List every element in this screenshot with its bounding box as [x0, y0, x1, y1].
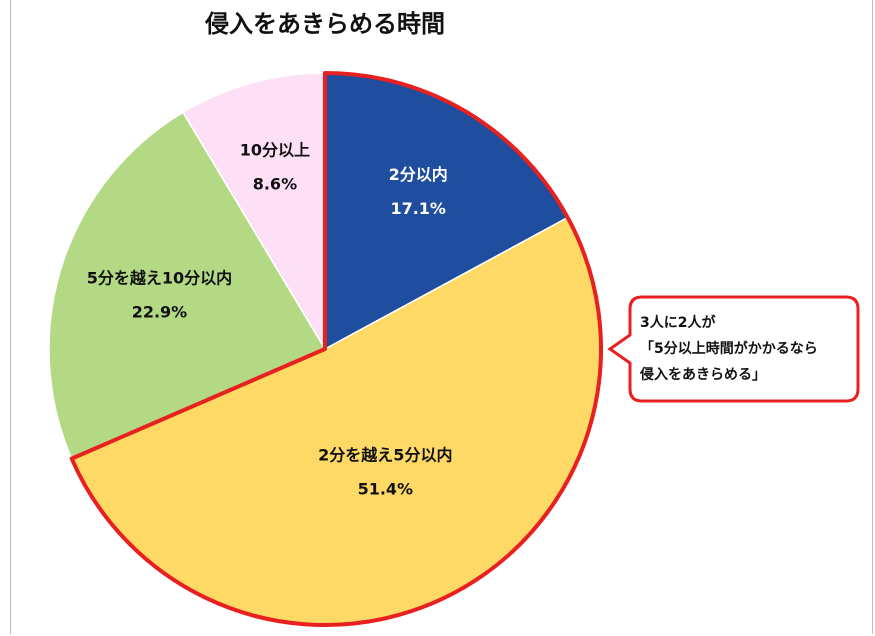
pie-slice-4	[181, 72, 326, 352]
callout-line-3: 侵入をあきらめる」	[640, 367, 766, 383]
highlight-outline	[69, 71, 603, 627]
slice-3-label: 5分を越え10分以内	[87, 268, 232, 287]
chart-title: 侵入をあきらめる時間	[204, 10, 445, 38]
callout-line-2: 「5分以上時間がかかるなら	[640, 341, 818, 357]
slice-2-value: 51.4%	[358, 480, 414, 499]
slice-4-label: 10分以上	[240, 141, 310, 160]
slice-4-value: 8.6%	[253, 175, 297, 194]
slice-1-label: 2分以内	[389, 165, 448, 184]
callout-annotation: 3人に2人が 「5分以上時間がかかるなら 侵入をあきらめる」	[640, 310, 850, 388]
callout-line-1: 3人に2人が	[640, 315, 716, 331]
slice-3-value: 22.9%	[132, 302, 188, 321]
pie-slice-3	[48, 111, 327, 460]
slice-1-value: 17.1%	[390, 199, 446, 218]
chart-frame	[10, 0, 873, 634]
slice-2-label: 2分を越え5分以内	[318, 446, 452, 465]
callout-box	[607, 295, 860, 403]
